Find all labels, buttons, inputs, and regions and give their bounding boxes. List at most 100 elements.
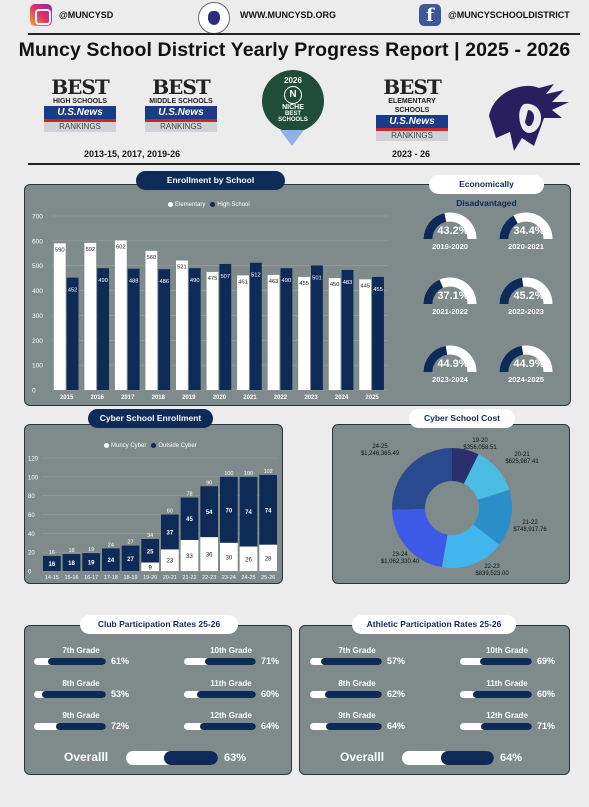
legend-muncy-cyber: Muncy Cyber [111,443,147,450]
data-label: 452 [68,288,78,294]
cyber-cost-title: Cyber School Cost [409,409,515,428]
rate-track [184,658,256,665]
data-label: 450 [330,282,340,288]
usnews-middle-schools-badge: BEST MIDDLE SCHOOLS U.S.News RANKINGS [145,77,217,132]
bar-high-school [158,269,171,390]
data-label: 37 [166,530,173,536]
data-label: 9 [148,565,152,571]
rate-percent: 60% [537,689,556,699]
rate-fill [47,658,106,665]
rate-fill [321,658,382,665]
econ-gauge [423,277,477,305]
overall-fill [163,751,218,765]
data-label: 486 [159,279,169,285]
rate-label: 11th Grade [210,679,252,688]
slice-value: $356,058.51 [463,445,497,451]
rate-fill [326,723,382,730]
rate-track [34,723,106,730]
rate-fill [479,658,532,665]
bar-outside-cyber [259,474,278,545]
gauge-fill [499,345,524,373]
overall-percent: 64% [500,752,523,764]
data-label: 490 [190,278,200,284]
bar-outside-cyber [42,555,61,571]
bar-elementary [359,279,372,390]
data-label: 54 [206,510,213,516]
enrollment-title: Enrollment by School [136,171,285,190]
total-label: 27 [127,540,133,546]
x-tick-label: 15-16 [64,575,78,581]
overall-label: Overalll [64,750,109,764]
data-label: 26 [245,557,252,563]
x-tick-label: 20-21 [163,575,177,581]
athletic-title: Athletic Participation Rates 25-26 [352,615,516,634]
rate-label: 8th Grade [338,679,376,688]
x-tick-label: 2016 [91,395,105,401]
bar-outside-cyber [62,554,81,571]
y-tick-label: 500 [32,263,43,270]
facebook-icon[interactable]: f [419,4,441,26]
bar-elementary [267,274,280,390]
data-label: 488 [129,279,139,285]
total-label: 102 [264,469,273,475]
rate-track [460,723,532,730]
data-label: 590 [55,247,65,253]
bar-muncy-cyber [219,542,238,571]
y-tick-label: 20 [28,551,35,557]
data-label: 30 [225,555,232,561]
data-label: 463 [269,279,279,285]
x-tick-label: 2025 [365,395,379,401]
instagram-icon[interactable] [30,4,52,26]
data-label: 483 [343,280,353,286]
bar-elementary [114,240,127,390]
bar-high-school [249,262,262,390]
data-label: 74 [265,508,272,514]
data-label: 490 [98,278,108,284]
data-label: 512 [251,273,261,279]
data-label: 461 [238,279,248,285]
rate-percent: 53% [111,689,130,699]
econ-gauge [499,212,553,240]
total-label: 24 [108,542,114,548]
data-label: 24 [107,558,114,564]
total-label: 16 [49,550,55,556]
total-label: 19 [88,547,94,553]
website-link[interactable]: WWW.MUNCYSD.ORG [240,10,336,20]
legend-high-school: High School [217,202,250,209]
slice-label: 21-22 [522,520,538,526]
overall-fill [440,751,494,765]
x-tick-label: 14-15 [45,575,59,581]
y-tick-label: 120 [28,457,39,463]
rate-fill [481,723,532,730]
bar-muncy-cyber [239,546,258,571]
rate-percent: 72% [111,721,130,731]
x-tick-label: 2022 [274,395,288,401]
badge-years-left: 2013-15, 2017, 2019-26 [84,149,181,159]
y-tick-label: 80 [28,494,35,500]
instagram-handle[interactable]: @MUNCYSD [59,10,114,20]
rate-label: 12th Grade [486,711,528,720]
econ-value: 45.2% [513,290,545,302]
facebook-handle[interactable]: @MUNCYSCHOOLDISTRICT [448,10,570,20]
rate-track [310,723,382,730]
gauge-fill [499,215,519,240]
bar-high-school [219,263,232,390]
bar-high-school [66,277,79,390]
data-label: 18 [68,561,75,567]
gauge-fill [423,213,447,240]
bar-elementary [53,243,66,390]
data-label: 23 [166,559,173,565]
x-tick-label: 19-20 [143,575,157,581]
rate-percent: 62% [387,689,406,699]
total-label: 100 [244,471,253,477]
rate-track [184,723,256,730]
econ-value: 34.4% [513,225,545,237]
gauge-fill [423,279,444,305]
data-label: 28 [265,556,272,562]
x-tick-label: 2020 [213,395,227,401]
econ-gauge [423,212,477,240]
athletic-panel [299,625,570,775]
bar-muncy-cyber [259,544,278,571]
bar-elementary [328,278,341,390]
badge-years-right: 2023 - 26 [392,149,431,159]
